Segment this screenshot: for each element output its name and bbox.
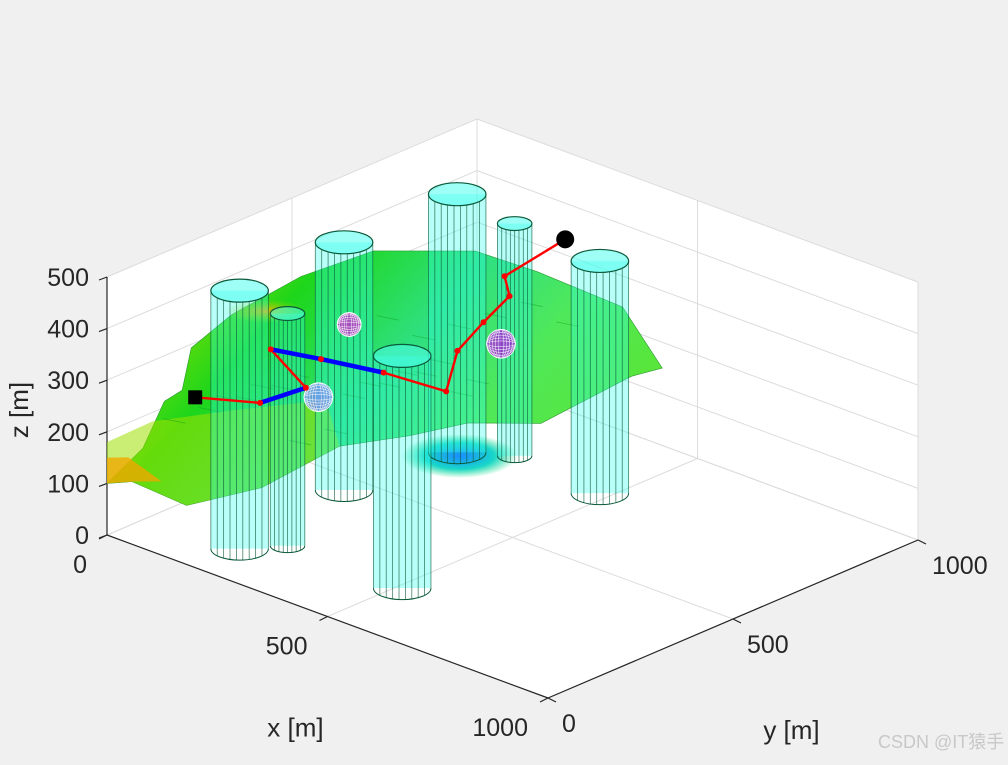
path-highlight-segment bbox=[259, 385, 307, 406]
cylinder-top bbox=[372, 343, 432, 369]
terrain-texture bbox=[466, 378, 489, 385]
sphere-parallel bbox=[486, 331, 516, 356]
cylinder-top bbox=[314, 230, 374, 255]
cylinder-top bbox=[570, 248, 630, 274]
x-tick-label: 500 bbox=[266, 633, 308, 661]
terrain-texture bbox=[234, 395, 258, 402]
z-tick-label: 0 bbox=[75, 522, 89, 550]
z-tick-label: 500 bbox=[47, 264, 89, 292]
terrain-texture bbox=[394, 370, 418, 376]
sphere-meridian bbox=[489, 329, 513, 359]
path-waypoint bbox=[318, 356, 324, 363]
terrain-texture bbox=[378, 382, 401, 388]
y-tick bbox=[917, 539, 927, 545]
terrain-texture bbox=[376, 315, 400, 321]
cylinder-top bbox=[427, 182, 487, 207]
goal-marker bbox=[556, 230, 575, 249]
path-waypoint bbox=[257, 399, 264, 406]
terrain-orange-corner bbox=[107, 457, 162, 484]
x-axis-label: x [m] bbox=[267, 712, 323, 742]
sphere-obstacle bbox=[336, 312, 362, 337]
cylinder-body bbox=[571, 260, 629, 494]
sphere-obstacle bbox=[303, 382, 334, 412]
sphere-meridian bbox=[339, 312, 360, 337]
sphere-obstacle bbox=[486, 329, 516, 359]
cylinder-obstacle bbox=[427, 182, 487, 465]
path-waypoint bbox=[267, 346, 274, 353]
watermark: CSDN @IT猿手 bbox=[878, 732, 1004, 752]
z-tick bbox=[98, 379, 108, 384]
cylinder-top bbox=[496, 216, 533, 232]
sphere-body bbox=[336, 312, 362, 337]
z-tick bbox=[98, 431, 108, 436]
terrain-texture bbox=[215, 394, 238, 401]
z-tick-label: 400 bbox=[47, 316, 89, 344]
terrain-texture bbox=[324, 428, 348, 435]
terrain-texture bbox=[484, 312, 507, 319]
sphere-meridian bbox=[306, 382, 331, 412]
path-waypoint bbox=[501, 273, 508, 280]
cylinder-base bbox=[570, 493, 630, 506]
terrain-texture bbox=[358, 381, 382, 387]
y-tick-label: 0 bbox=[562, 710, 576, 738]
cylinder-base bbox=[496, 455, 533, 464]
x-tick-label: 0 bbox=[73, 551, 87, 579]
cylinder-body bbox=[210, 290, 269, 549]
z-axis-label: z [m] bbox=[4, 382, 34, 438]
z-tick bbox=[98, 482, 108, 487]
x-tick bbox=[319, 615, 328, 622]
y-tick-label: 1000 bbox=[932, 552, 988, 580]
cylinder-base bbox=[314, 489, 374, 502]
y-axis-label: y [m] bbox=[763, 715, 819, 745]
path-highlight-segment bbox=[320, 356, 385, 375]
x-tick bbox=[539, 697, 549, 703]
y-tick bbox=[547, 697, 557, 703]
terrain-texture bbox=[162, 418, 186, 424]
sphere-body bbox=[486, 329, 516, 359]
terrain-front-slope bbox=[107, 400, 340, 506]
y-tick-label: 500 bbox=[747, 631, 789, 659]
z-tick-label: 100 bbox=[47, 470, 89, 498]
terrain-texture bbox=[288, 439, 312, 446]
terrain-texture bbox=[287, 372, 310, 379]
z-tick bbox=[98, 276, 108, 281]
path-waypoint bbox=[506, 293, 513, 300]
axis-labels: 0 100 200 300 400 500 0 500 1000 0 500 1000 z [m] x [… bbox=[4, 264, 988, 745]
cylinder-obstacle bbox=[570, 248, 630, 506]
x-tick-label: 1000 bbox=[472, 714, 528, 742]
z-tick bbox=[98, 328, 108, 333]
z-tick-label: 300 bbox=[47, 367, 89, 395]
start-marker bbox=[188, 390, 203, 405]
cylinder-base bbox=[269, 545, 306, 554]
terrain-texture bbox=[412, 334, 435, 341]
z-tick-label: 200 bbox=[47, 419, 89, 447]
sphere-parallel bbox=[336, 314, 362, 335]
cylinder-body bbox=[373, 355, 431, 589]
path-highlight-segment bbox=[270, 347, 322, 362]
sphere-parallel bbox=[303, 385, 334, 410]
cylinder-base bbox=[372, 588, 432, 601]
cylinder-obstacle bbox=[269, 306, 306, 554]
path-waypoint bbox=[302, 384, 309, 391]
path-waypoint bbox=[443, 388, 450, 395]
terrain-texture bbox=[556, 321, 579, 327]
obstacles-and-path bbox=[188, 182, 630, 601]
cylinder-top bbox=[269, 306, 306, 322]
path-waypoint bbox=[480, 319, 487, 326]
cylinder-body bbox=[428, 194, 486, 453]
cylinder-obstacle bbox=[372, 343, 432, 601]
path-waypoint bbox=[380, 369, 387, 376]
x-tick bbox=[98, 534, 108, 540]
cylinder-top bbox=[210, 278, 269, 303]
y-tick bbox=[732, 618, 742, 624]
cylinder-base bbox=[210, 548, 269, 561]
path-waypoint bbox=[454, 347, 461, 354]
cylinder-obstacle bbox=[210, 278, 269, 561]
